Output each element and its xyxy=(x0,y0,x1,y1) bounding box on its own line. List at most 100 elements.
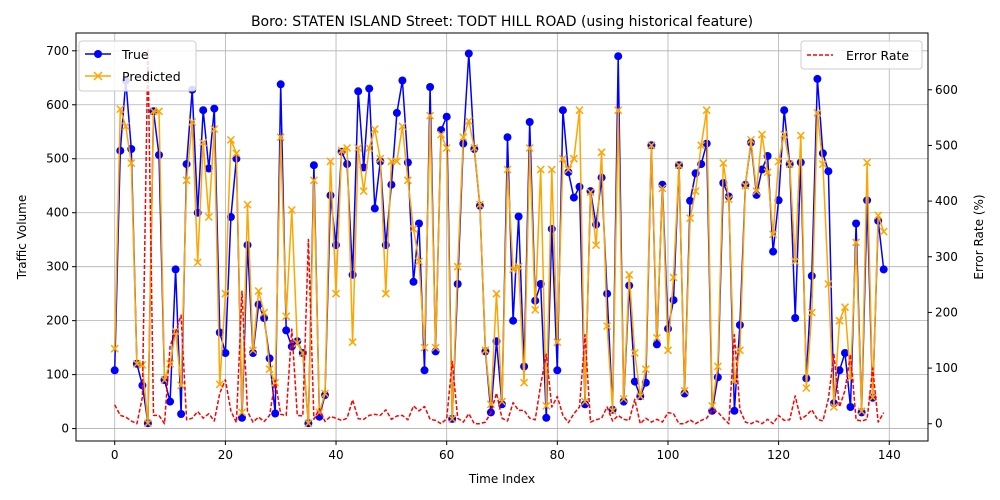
data-point-predicted xyxy=(298,348,307,358)
data-point-predicted xyxy=(697,141,706,150)
data-point-predicted xyxy=(724,195,733,204)
data-point-predicted xyxy=(769,230,778,239)
data-point-true xyxy=(586,187,595,196)
data-point-predicted xyxy=(807,308,816,317)
data-point-true xyxy=(542,413,551,422)
data-point-true xyxy=(558,106,567,115)
data-point-true xyxy=(359,163,368,172)
data-point-predicted xyxy=(647,141,656,150)
data-point-predicted xyxy=(143,419,152,428)
series-predicted xyxy=(110,105,888,428)
data-point-true xyxy=(791,314,800,322)
data-point-predicted xyxy=(614,106,623,115)
data-point-true xyxy=(769,247,778,256)
data-point-predicted xyxy=(348,338,357,347)
data-point-predicted xyxy=(802,384,811,393)
data-point-predicted xyxy=(376,154,385,163)
data-point-predicted xyxy=(265,365,274,374)
data-point-predicted xyxy=(304,419,313,428)
data-point-true xyxy=(669,296,678,305)
x-tick-label: 0 xyxy=(111,448,119,462)
data-point-predicted xyxy=(243,200,252,209)
data-point-predicted xyxy=(193,258,202,267)
data-point-predicted xyxy=(226,135,235,144)
data-point-predicted xyxy=(509,265,518,274)
data-point-true xyxy=(503,133,512,142)
data-point-true xyxy=(813,74,822,83)
data-point-true xyxy=(730,406,739,415)
data-point-predicted xyxy=(619,394,628,403)
data-point-predicted xyxy=(271,378,280,387)
series-layer xyxy=(110,47,888,428)
data-point-true xyxy=(426,83,435,91)
data-point-predicted xyxy=(182,176,191,185)
data-point-predicted xyxy=(520,378,529,387)
data-point-true xyxy=(846,403,855,411)
data-point-predicted xyxy=(641,365,650,374)
data-point-predicted xyxy=(658,184,667,193)
data-point-predicted xyxy=(536,165,545,174)
data-point-predicted xyxy=(442,143,451,153)
data-point-true xyxy=(398,76,407,85)
data-point-predicted xyxy=(359,187,368,196)
y-tick-label: 200 xyxy=(46,314,69,328)
data-point-true xyxy=(780,106,789,115)
data-point-predicted xyxy=(691,187,700,196)
data-point-predicted xyxy=(702,106,711,115)
data-point-predicted xyxy=(818,160,827,169)
data-point-predicted xyxy=(326,157,335,166)
data-point-predicted xyxy=(652,333,661,342)
data-point-true xyxy=(735,321,744,329)
data-point-predicted xyxy=(735,346,744,355)
y-tick-label: 0 xyxy=(61,422,69,436)
data-point-true xyxy=(309,161,318,170)
data-point-true xyxy=(354,87,363,96)
x-tick-label: 100 xyxy=(657,448,680,462)
data-point-true xyxy=(758,165,766,174)
data-point-true xyxy=(514,212,523,221)
data-point-predicted xyxy=(127,159,136,168)
data-point-predicted xyxy=(470,143,479,153)
data-point-true xyxy=(370,204,379,213)
data-point-predicted xyxy=(481,346,490,355)
data-point-predicted xyxy=(464,116,473,126)
data-point-true xyxy=(818,149,827,158)
data-point-predicted xyxy=(813,108,822,117)
data-point-predicted xyxy=(763,168,772,177)
data-point-predicted xyxy=(785,160,794,169)
data-point-predicted xyxy=(503,165,512,174)
data-point-predicted xyxy=(237,408,247,417)
legend-predicted-marker xyxy=(93,71,103,81)
data-point-predicted xyxy=(686,214,695,223)
data-point-true xyxy=(387,180,396,189)
y-tick-label: 100 xyxy=(46,368,69,382)
data-point-true xyxy=(238,413,246,422)
data-point-predicted xyxy=(868,393,877,402)
data-point-true xyxy=(553,366,562,375)
data-point-predicted xyxy=(625,270,634,279)
x-tick-label: 20 xyxy=(218,448,233,462)
data-point-true xyxy=(774,196,783,205)
data-point-true xyxy=(841,349,849,357)
data-point-predicted xyxy=(674,161,684,170)
legend-true-label: True xyxy=(121,47,149,62)
data-point-true xyxy=(110,366,119,375)
data-point-predicted xyxy=(431,343,440,352)
chart-title: Boro: STATEN ISLAND Street: TODT HILL RO… xyxy=(251,14,753,30)
data-point-predicted xyxy=(531,305,540,314)
data-point-predicted xyxy=(254,286,263,296)
data-point-true xyxy=(879,265,888,274)
y-tick-label: 500 xyxy=(46,152,69,166)
data-point-true xyxy=(824,167,833,176)
data-point-true xyxy=(215,328,224,337)
data-point-true xyxy=(614,52,623,61)
data-point-predicted xyxy=(780,130,789,139)
data-point-true xyxy=(603,289,612,298)
y-tick-label: 700 xyxy=(46,44,69,58)
data-point-predicted xyxy=(453,262,462,271)
data-point-predicted xyxy=(337,146,346,155)
data-point-true xyxy=(807,271,816,280)
data-point-true xyxy=(166,397,175,406)
data-point-true xyxy=(564,168,573,177)
plot-frame xyxy=(75,32,929,442)
